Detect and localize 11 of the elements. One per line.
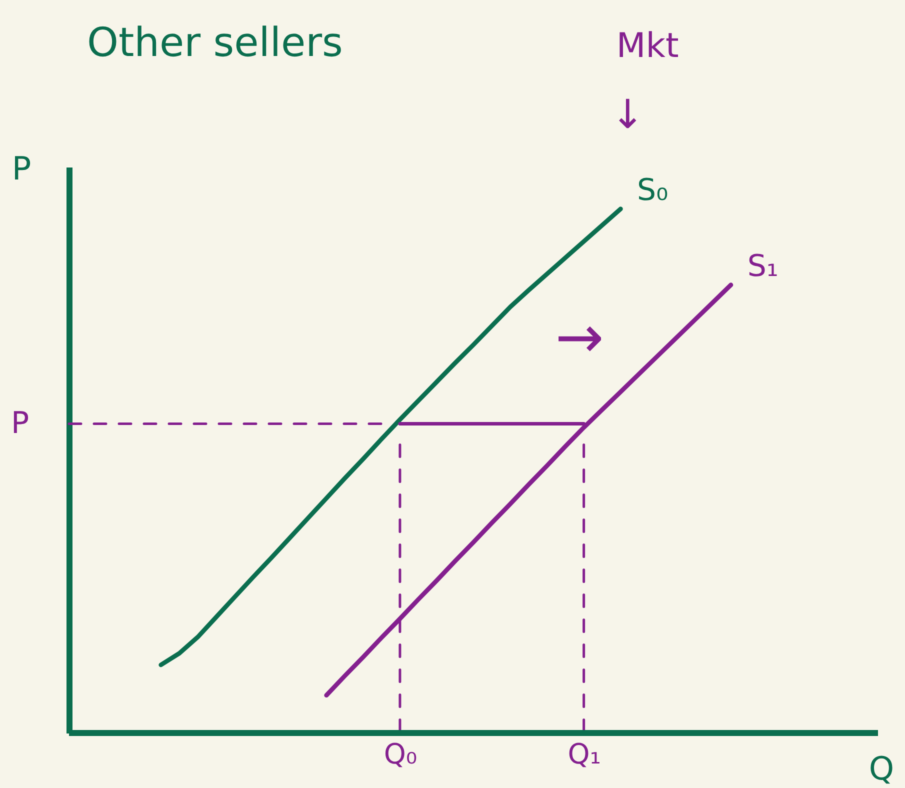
x-tick-label: Q₁ xyxy=(568,738,601,770)
y-axis-title: P xyxy=(12,150,32,188)
series-label: S₁ xyxy=(747,248,778,284)
text: Mkt xyxy=(616,26,679,66)
annotation: → xyxy=(555,302,604,371)
chart-title: Other sellers xyxy=(87,20,343,66)
series-label: S₀ xyxy=(637,172,668,208)
text: ↓ xyxy=(610,92,644,138)
x-tick-label: Q₀ xyxy=(384,738,418,770)
x-axis-title: Q xyxy=(868,750,894,788)
text: P xyxy=(10,406,30,441)
